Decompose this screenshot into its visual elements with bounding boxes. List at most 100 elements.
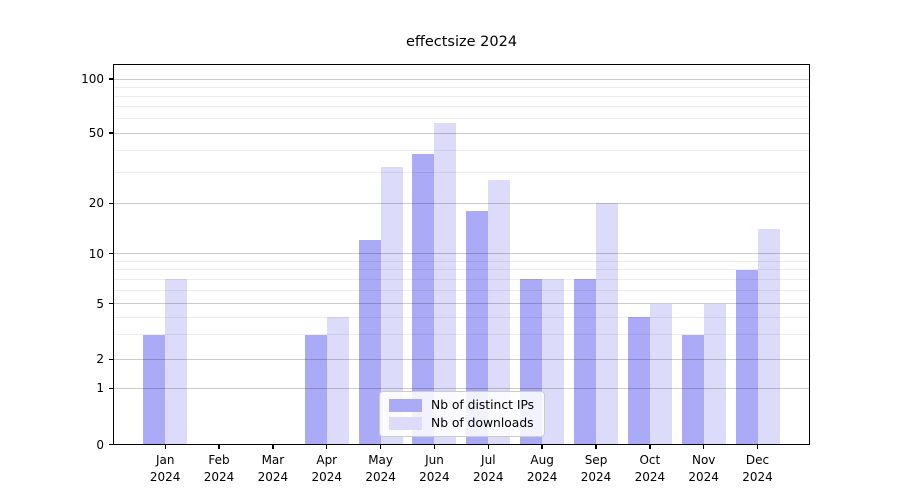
x-tick-month: Feb — [208, 453, 230, 467]
bar-distinct-ips — [574, 279, 596, 445]
x-tick-year: 2024 — [742, 470, 773, 484]
y-tick-label: 5 — [96, 296, 104, 311]
bar-downloads — [488, 180, 511, 445]
x-tick-month: Sep — [584, 453, 608, 467]
x-tick-year: 2024 — [688, 470, 719, 484]
x-tick-label: Jun 2024 — [404, 452, 464, 486]
minor-gridline — [114, 290, 809, 292]
x-tick-label: Mar 2024 — [243, 452, 303, 486]
x-tick-label: Nov 2024 — [674, 452, 734, 486]
y-tick-label: 50 — [88, 126, 104, 140]
major-gridline — [114, 303, 809, 305]
minor-gridline — [114, 260, 809, 262]
legend-swatch-distinct-ips — [389, 398, 422, 412]
y-tick-label: 2 — [96, 352, 104, 367]
minor-gridline — [114, 334, 809, 336]
minor-gridline — [114, 95, 809, 97]
x-tick-label: Sep 2024 — [566, 452, 626, 486]
minor-gridline — [114, 269, 809, 271]
x-tick-mark — [649, 445, 651, 449]
major-gridline — [114, 358, 809, 360]
legend-entry-distinct-ips: Nb of distinct IPs — [389, 398, 538, 412]
minor-gridline — [114, 278, 809, 280]
x-tick-year: 2024 — [580, 470, 612, 484]
minor-gridline — [114, 171, 809, 173]
major-gridline — [114, 202, 809, 204]
bar-downloads — [757, 229, 780, 445]
x-tick-mark — [595, 445, 597, 449]
x-tick-label: Dec 2024 — [728, 452, 788, 486]
y-tick-label: 0 — [96, 437, 104, 452]
x-tick-year: 2024 — [311, 470, 343, 484]
x-tick-year: 2024 — [365, 470, 396, 484]
minor-gridline — [114, 118, 809, 120]
y-tick-mark — [109, 202, 113, 204]
x-tick-mark — [218, 445, 220, 449]
legend-entry-downloads: Nb of downloads — [389, 416, 538, 430]
legend-label-downloads: Nb of downloads — [431, 416, 534, 430]
legend: Nb of distinct IPs Nb of downloads — [379, 391, 545, 437]
x-tick-mark — [326, 445, 328, 449]
x-tick-month: Aug — [530, 453, 554, 467]
bar-distinct-ips — [412, 154, 435, 445]
x-tick-mark — [756, 445, 759, 449]
x-tick-label: Feb 2024 — [189, 452, 249, 486]
y-tick-label: 1 — [96, 381, 104, 396]
x-tick-mark — [164, 445, 166, 449]
bar-distinct-ips — [304, 334, 327, 445]
bar-downloads — [703, 303, 726, 445]
x-tick-label: Aug 2024 — [512, 452, 572, 486]
bar-downloads — [165, 279, 188, 445]
bar-distinct-ips — [143, 334, 166, 445]
y-tick-mark — [109, 132, 113, 134]
x-tick-month: Mar — [261, 453, 285, 467]
x-tick-mark — [487, 445, 489, 449]
bar-downloads — [326, 317, 349, 445]
y-tick-mark — [109, 358, 113, 360]
chart-title: effectsize 2024 — [405, 34, 518, 50]
y-tick-mark — [109, 303, 113, 305]
x-tick-month: Oct — [639, 453, 661, 467]
x-tick-year: 2024 — [634, 470, 666, 484]
major-gridline — [114, 253, 809, 255]
x-tick-label: May 2024 — [351, 452, 411, 486]
y-tick-label: 20 — [88, 196, 104, 211]
legend-label-distinct-ips: Nb of distinct IPs — [431, 398, 535, 412]
x-tick-year: 2024 — [473, 470, 504, 484]
x-tick-month: Jun — [425, 453, 444, 467]
x-tick-month: Nov — [691, 453, 716, 467]
major-gridline — [114, 387, 809, 389]
x-tick-year: 2024 — [526, 470, 558, 484]
legend-swatch-downloads — [389, 416, 422, 430]
x-tick-label: Jan 2024 — [135, 452, 195, 486]
major-gridline — [114, 132, 809, 134]
bar-distinct-ips — [735, 269, 758, 445]
x-tick-label: Oct 2024 — [620, 452, 680, 486]
bar-downloads — [434, 122, 457, 445]
bar-distinct-ips — [681, 334, 704, 445]
x-tick-mark — [433, 445, 436, 449]
minor-gridline — [114, 149, 809, 151]
x-tick-month: Jul — [481, 453, 496, 467]
x-tick-mark — [272, 445, 274, 449]
x-tick-label: Jul 2024 — [458, 452, 518, 486]
x-tick-year: 2024 — [419, 470, 450, 484]
y-tick-mark — [109, 253, 113, 255]
y-tick-mark — [109, 387, 113, 389]
x-tick-month: Apr — [316, 453, 338, 467]
minor-gridline — [114, 86, 809, 88]
bar-downloads — [542, 279, 565, 445]
x-tick-month: May — [368, 453, 393, 467]
x-tick-mark — [379, 445, 382, 449]
x-tick-mark — [703, 445, 705, 449]
x-tick-month: Jan — [155, 453, 175, 467]
bar-distinct-ips — [627, 317, 650, 445]
y-tick-mark — [109, 78, 113, 80]
x-tick-month: Dec — [745, 453, 770, 467]
x-tick-mark — [541, 445, 543, 449]
minor-gridline — [114, 316, 809, 318]
bar-downloads — [380, 167, 403, 445]
bar-downloads — [649, 303, 672, 445]
x-tick-label: Apr 2024 — [297, 452, 357, 486]
